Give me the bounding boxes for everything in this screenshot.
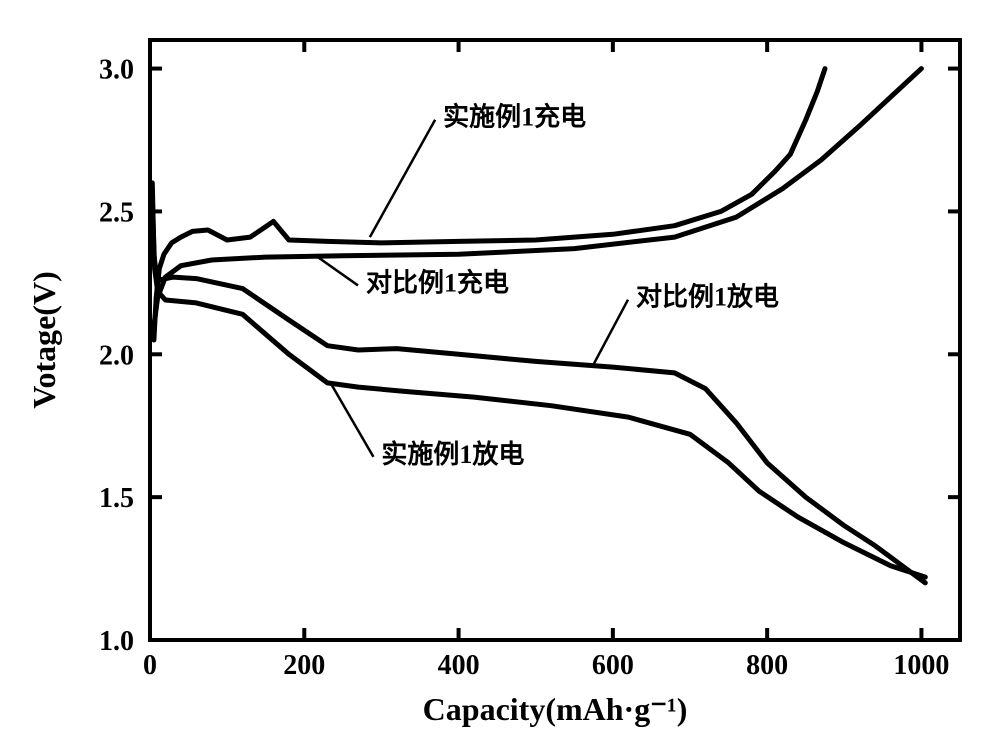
x-tick-label: 800 [746, 650, 788, 681]
x-tick-label: 200 [283, 650, 325, 681]
y-tick-label: 1.5 [99, 483, 134, 514]
y-tick-label: 2.0 [99, 340, 134, 371]
annotation-leader [370, 120, 435, 237]
y-tick-label: 1.0 [99, 626, 134, 657]
x-tick-label: 0 [143, 650, 157, 681]
voltage-capacity-chart: 0 200 400 600 800 1000 1.0 1.5 2.0 2.5 3.0 实施例1充电… [0, 0, 1000, 755]
annotations: 实施例1充电对比例1充电对比例1放电实施例1放电 [316, 102, 779, 469]
annotation-label: 对比例1放电 [636, 282, 779, 312]
y-axis-ticks: 1.0 1.5 2.0 2.5 3.0 [99, 55, 960, 657]
y-axis-label: Votage(V) [26, 271, 62, 408]
series-ex1-discharge [152, 197, 925, 577]
chart-container: 0 200 400 600 800 1000 1.0 1.5 2.0 2.5 3.0 实施例1充电… [0, 0, 1000, 755]
x-tick-label: 600 [592, 650, 634, 681]
annotation-label: 实施例1放电 [381, 439, 524, 469]
x-axis-label: Capacity(mAh·g⁻¹) [423, 691, 688, 727]
annotation-leader [316, 256, 358, 286]
y-tick-label: 2.5 [99, 197, 134, 228]
annotation-label: 对比例1充电 [366, 267, 509, 297]
y-tick-label: 3.0 [99, 55, 134, 86]
annotation-leader [331, 384, 373, 457]
annotation-leader [594, 300, 628, 365]
x-tick-label: 400 [438, 650, 480, 681]
annotation-label: 实施例1充电 [443, 102, 586, 132]
x-tick-label: 1000 [893, 650, 949, 681]
